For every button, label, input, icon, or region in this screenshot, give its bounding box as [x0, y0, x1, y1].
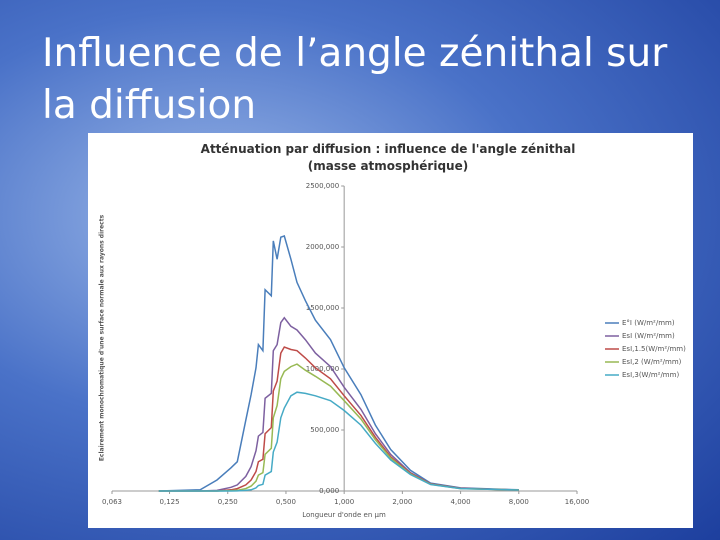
y-tick-label: 2000,000 [306, 243, 339, 251]
y-tick-label: 1500,000 [306, 304, 339, 312]
y-tick-label: 500,000 [310, 426, 339, 434]
series-line [158, 316, 519, 492]
x-tick-label: 1,000 [334, 498, 354, 506]
x-tick-label: 8,000 [509, 498, 529, 506]
chart-title: Atténuation par diffusion : influence de… [200, 142, 576, 173]
y-tick-label: 1000,000 [306, 365, 339, 373]
series-line [158, 363, 519, 492]
chart: Eclairement monochromatique d'une surfac… [88, 133, 693, 528]
x-tick-label: 0,063 [102, 498, 122, 506]
legend-label: EsI (W/m²/mm) [622, 332, 675, 340]
slide-title: Influence de l’angle zénithal sur la dif… [42, 31, 668, 128]
x-tick-label: 2,000 [392, 498, 412, 506]
series-line [158, 235, 519, 492]
legend-label: EsI,3(W/m²/mm) [622, 371, 679, 379]
x-tick-label: 0,500 [276, 498, 296, 506]
y-axis-label: Eclairement monochromatique d'une surfac… [99, 214, 106, 461]
y-tick-label: 0,000 [319, 487, 339, 495]
x-tick-label: 0,250 [218, 498, 238, 506]
x-tick-label: 4,000 [451, 498, 471, 506]
legend-label: E°I (W/m²/mm) [622, 319, 675, 327]
legend-label: EsI,2 (W/m²/mm) [622, 358, 682, 366]
chart-svg: Eclairement monochromatique d'une surfac… [99, 182, 687, 519]
x-tick-label: 16,000 [565, 498, 590, 506]
legend-label: EsI,1.5(W/m²/mm) [622, 345, 686, 353]
x-axis-label: Longueur d'onde en µm [302, 511, 386, 519]
x-tick-label: 0,125 [160, 498, 180, 506]
series-line [158, 391, 519, 492]
y-tick-label: 2500,000 [306, 182, 339, 190]
series-line [158, 346, 519, 492]
